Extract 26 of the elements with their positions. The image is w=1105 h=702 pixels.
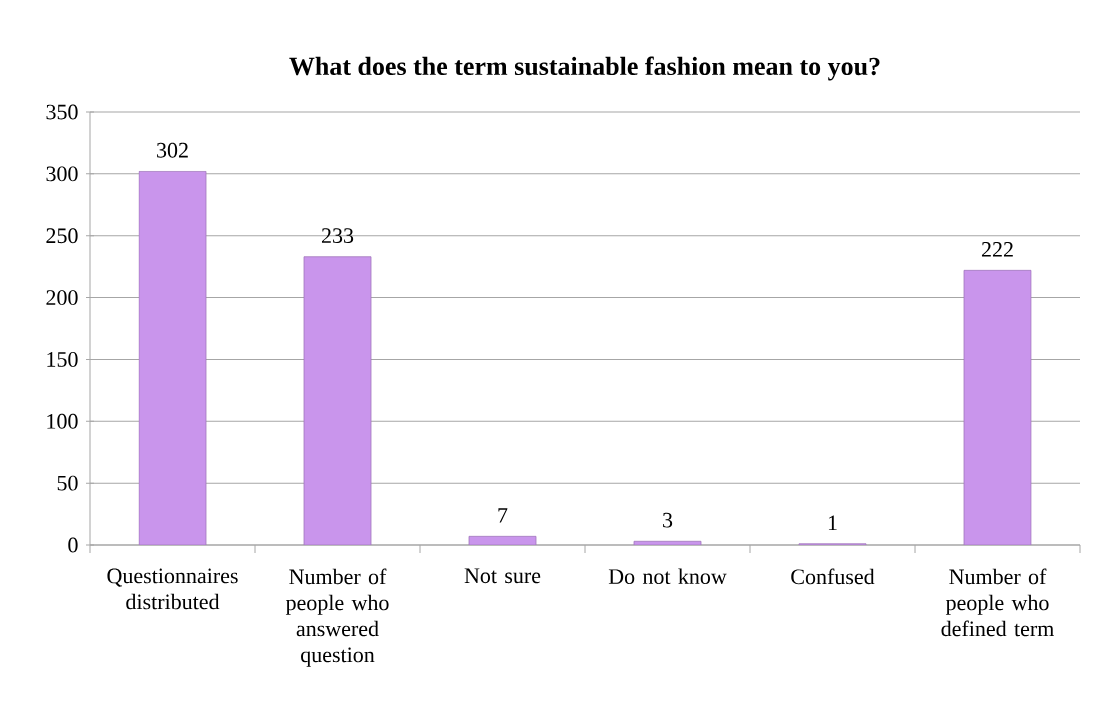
data-label: 302 — [157, 142, 188, 158]
data-label: 7 — [498, 508, 508, 523]
x-tick-label: Number of people who answered question — [285, 568, 389, 667]
data-label: 1 — [828, 515, 837, 531]
data-label: 3 — [663, 512, 673, 528]
bar — [633, 540, 702, 545]
chart-title: What does the term sustainable fashion mean to you? — [289, 56, 880, 81]
x-tick-label: Not sure — [464, 568, 541, 584]
x-tick-label: Do not know — [608, 568, 727, 585]
y-tick-label: 50 — [57, 475, 78, 491]
y-tick-label: 250 — [46, 228, 78, 244]
x-tick-label: Confused — [791, 568, 875, 585]
y-tick-label: 0 — [68, 537, 78, 553]
data-label: 222 — [981, 242, 1013, 257]
bar — [963, 269, 1032, 545]
y-tick-label: 150 — [47, 352, 78, 367]
y-tick-label: 350 — [46, 104, 78, 120]
data-label: 233 — [321, 228, 354, 244]
y-tick-label: 300 — [46, 166, 78, 182]
bar — [138, 170, 207, 545]
x-tick-label: Questionnaires distributed — [107, 568, 238, 610]
x-tick-label: Number of people who defined term — [941, 568, 1054, 637]
y-tick-label: 200 — [46, 290, 78, 305]
bar — [303, 256, 372, 545]
bar — [468, 535, 537, 545]
y-tick-label: 100 — [47, 413, 78, 429]
